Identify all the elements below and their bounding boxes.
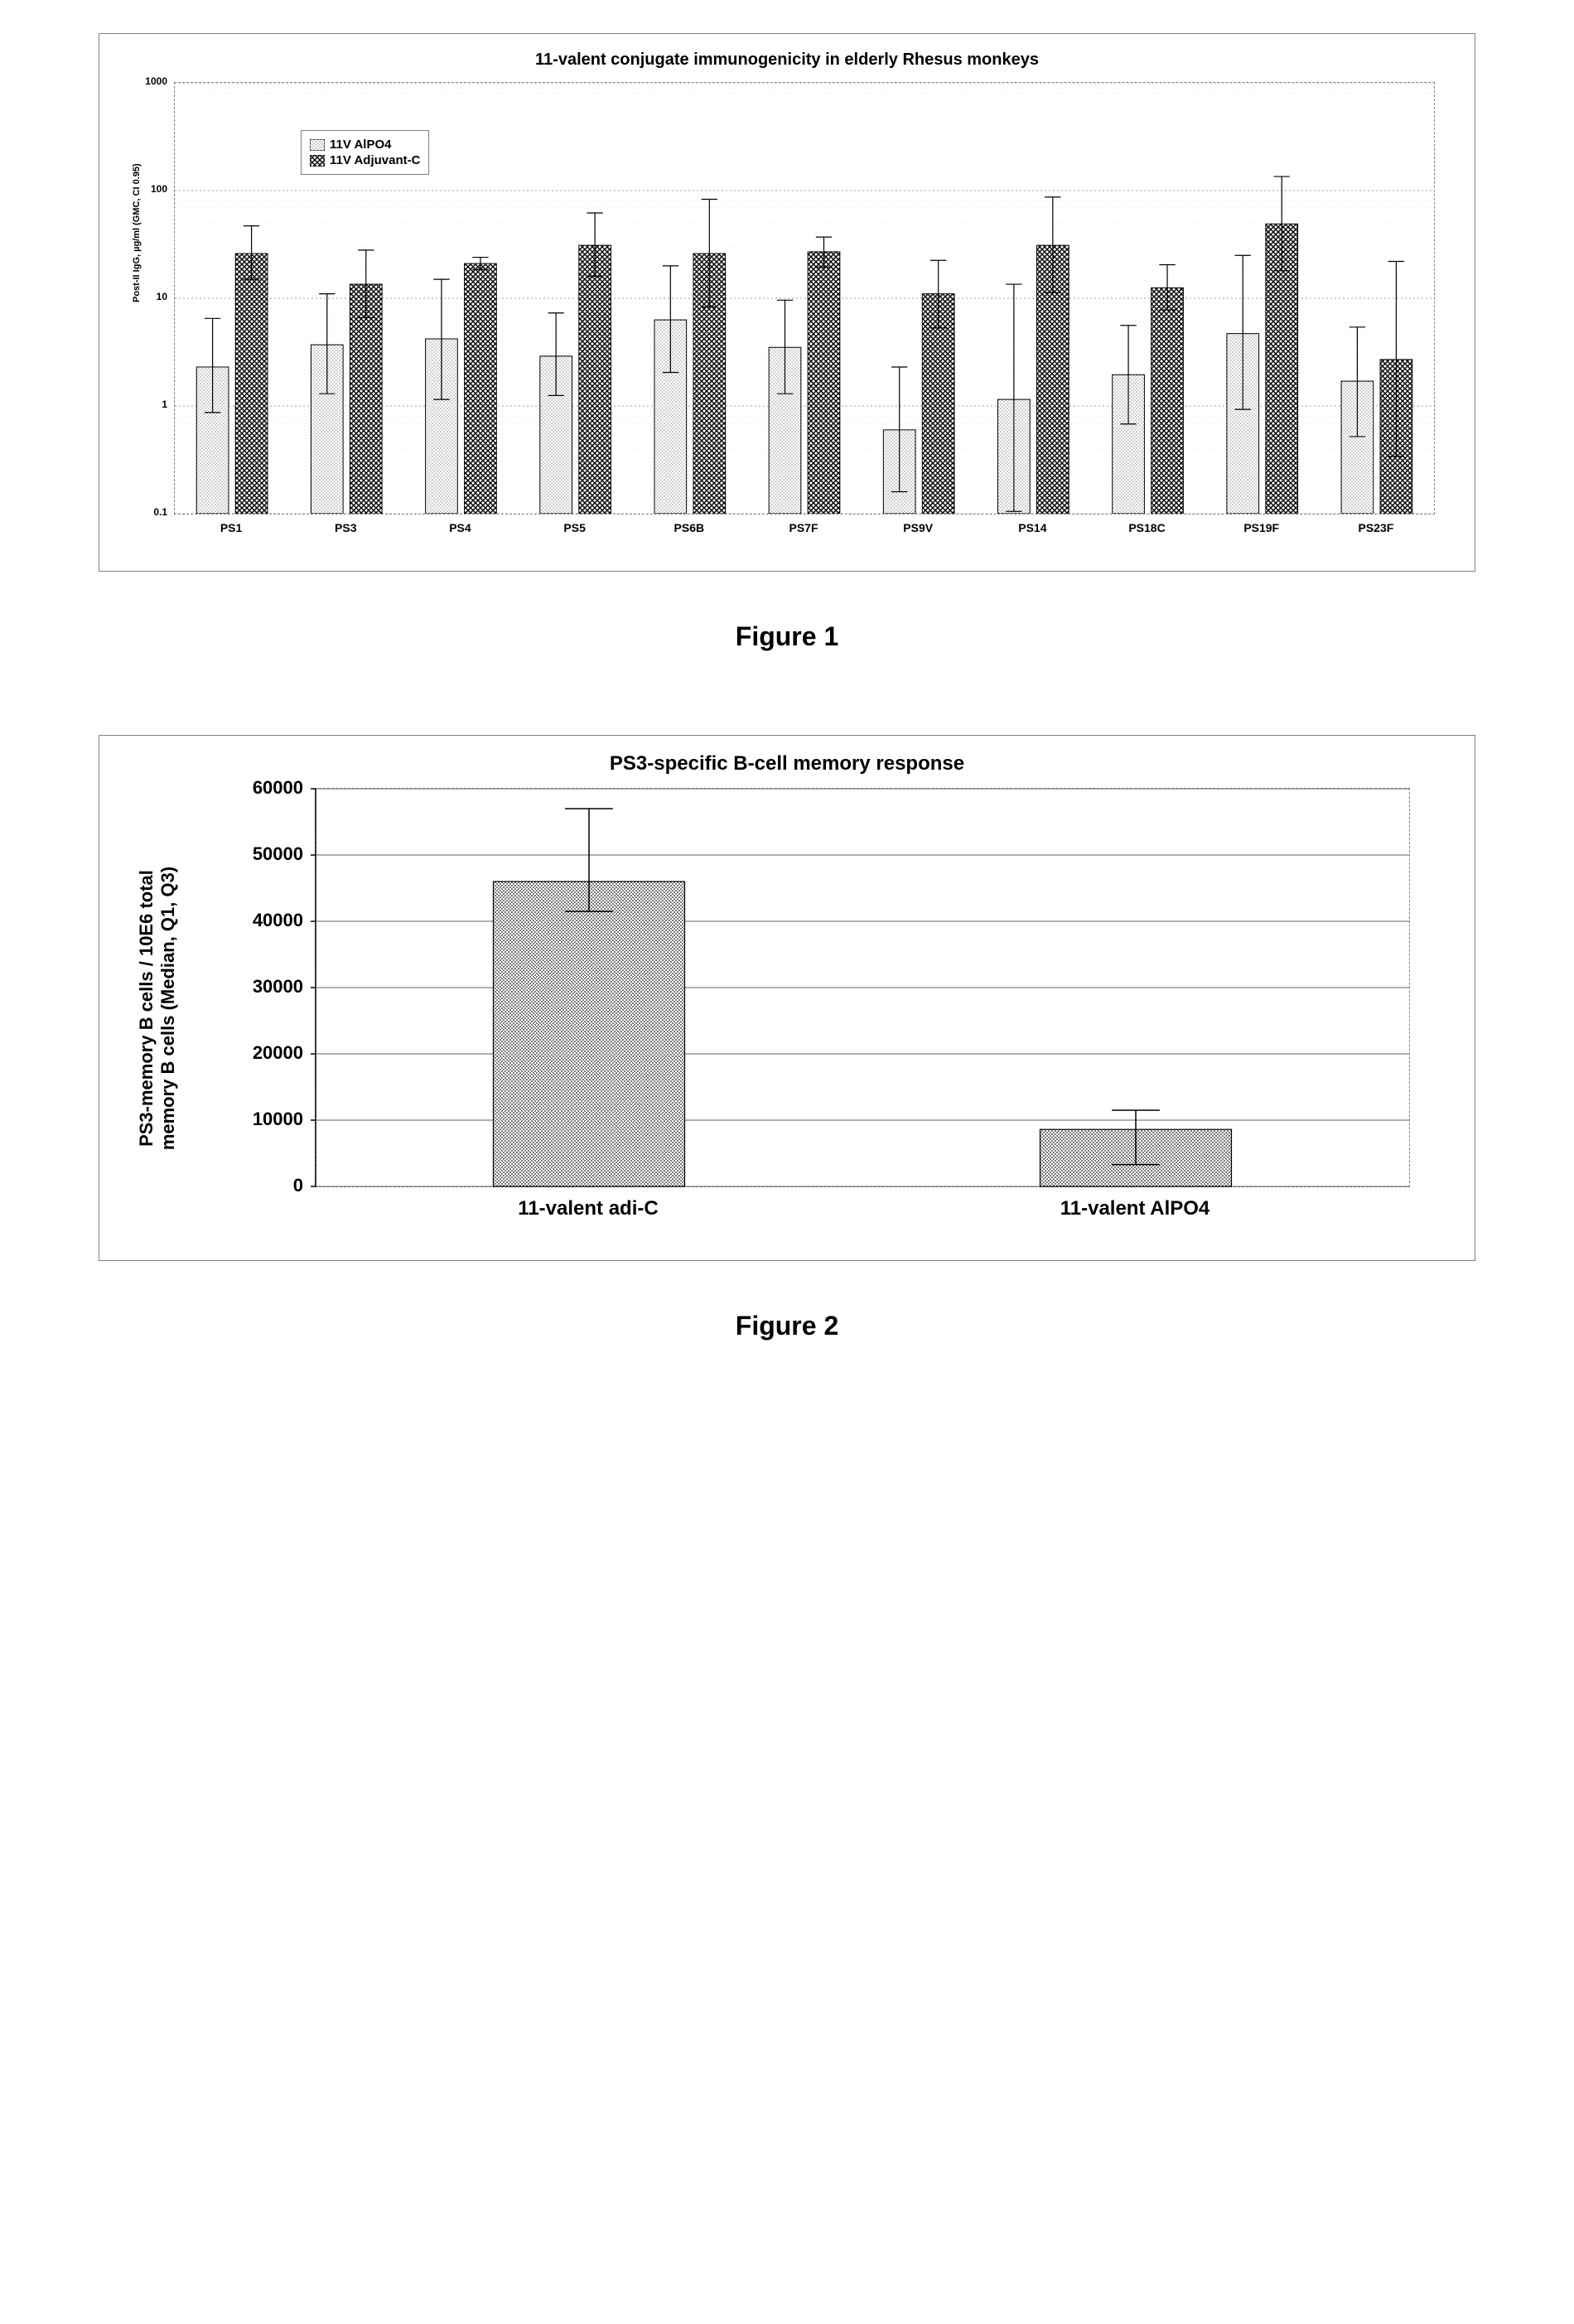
figure1-x-tick-label: PS14 — [991, 521, 1074, 534]
figure2-y-tick-label: 0 — [124, 1175, 303, 1196]
figure1-x-tick-label: PS18C — [1106, 521, 1189, 534]
figure2-y-tick-label: 50000 — [124, 843, 303, 865]
figure1-container: 11-valent conjugate immunogenicity in el… — [99, 33, 1475, 572]
figure1-plot-wrapper: Post-II IgG, µg/ml (GMC, CI 0.95) 11V Al… — [124, 82, 1450, 546]
figure1-x-tick-label: PS5 — [534, 521, 616, 534]
legend-label: 11V AlPO4 — [330, 138, 392, 152]
figure2-x-tick-label: 11-valent adi-C — [439, 1197, 737, 1220]
figure2-plot-wrapper: PS3-memory B cells / 10E6 totalmemory B … — [124, 788, 1450, 1235]
figure1-legend: 11V AlPO411V Adjuvant-C — [301, 130, 429, 175]
figure2-caption: Figure 2 — [33, 1311, 1541, 1341]
figure2-x-tick-label: 11-valent AlPO4 — [986, 1197, 1284, 1220]
figure1-y-tick-label: 10 — [124, 291, 167, 302]
figure1-caption: Figure 1 — [33, 621, 1541, 652]
figure2-container: PS3-specific B-cell memory response PS3-… — [99, 735, 1475, 1261]
figure1-x-tick-label: PS4 — [418, 521, 501, 534]
figure1-x-tick-label: PS1 — [190, 521, 273, 534]
figure2-title: PS3-specific B-cell memory response — [124, 752, 1450, 775]
figure2-y-tick-label: 10000 — [124, 1109, 303, 1130]
figure1-y-tick-label: 100 — [124, 183, 167, 195]
legend-swatch-icon — [310, 139, 325, 151]
figure1-plot-area: 11V AlPO411V Adjuvant-C — [174, 82, 1435, 515]
figure1-title: 11-valent conjugate immunogenicity in el… — [124, 51, 1450, 70]
figure2-y-axis-label: PS3-memory B cells / 10E6 totalmemory B … — [136, 834, 179, 1182]
legend-swatch-icon — [310, 155, 325, 167]
figure2-y-tick-label: 30000 — [124, 976, 303, 998]
figure2-chart-svg — [316, 789, 1409, 1186]
figure1-y-tick-label: 1 — [124, 399, 167, 410]
figure1-y-tick-label: 0.1 — [124, 506, 167, 518]
figure1-legend-row: 11V Adjuvant-C — [310, 153, 420, 167]
figure1-x-tick-label: PS19F — [1220, 521, 1303, 534]
legend-label: 11V Adjuvant-C — [330, 153, 420, 167]
figure1-x-tick-label: PS3 — [304, 521, 387, 534]
figure1-x-tick-label: PS7F — [762, 521, 845, 534]
figure1-x-tick-label: PS23F — [1335, 521, 1417, 534]
figure2-plot-area — [315, 788, 1410, 1187]
figure1-x-tick-label: PS9V — [876, 521, 959, 534]
figure1-y-tick-label: 1000 — [124, 75, 167, 87]
figure1-x-tick-label: PS6B — [648, 521, 731, 534]
figure1-legend-row: 11V AlPO4 — [310, 138, 420, 152]
figure2-y-tick-label: 40000 — [124, 910, 303, 931]
figure2-y-tick-label: 20000 — [124, 1042, 303, 1064]
figure2-y-tick-label: 60000 — [124, 777, 303, 799]
